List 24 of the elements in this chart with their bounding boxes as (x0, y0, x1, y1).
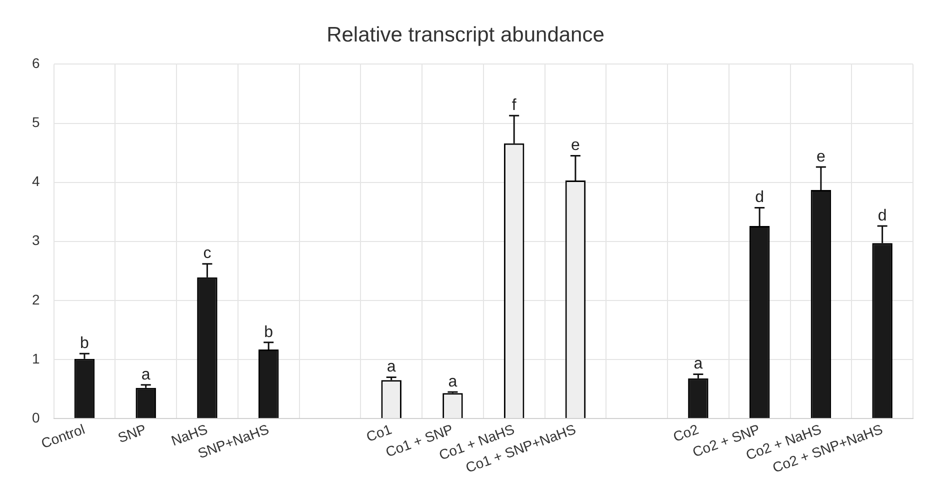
annotation: f (512, 96, 517, 114)
annotation: e (571, 137, 580, 154)
annotation: b (80, 335, 90, 352)
y-tick-label: 1 (32, 350, 40, 366)
annotation: d (755, 189, 764, 206)
x-tick-label: Control (38, 420, 87, 452)
x-tick-label: SNP (116, 420, 148, 446)
y-tick-label: 4 (32, 173, 40, 190)
annotation: a (694, 356, 703, 373)
y-tick-label: 2 (32, 291, 40, 308)
annotation: a (386, 358, 396, 376)
chart-title: Relative transcript abundance (326, 23, 604, 46)
annotation: a (141, 366, 150, 384)
annotation: a (448, 373, 458, 390)
y-tick-label: 3 (32, 232, 40, 248)
annotation: b (264, 324, 274, 341)
annotation: c (203, 245, 212, 262)
y-tick-label: 0 (32, 409, 40, 426)
annotation: d (878, 207, 887, 224)
x-tick-label: Co2 (670, 420, 701, 445)
y-tick-label: 6 (32, 55, 40, 72)
annotation: e (816, 148, 826, 166)
y-tick-label: 5 (32, 114, 40, 130)
x-tick-label: Co1 (364, 420, 394, 445)
